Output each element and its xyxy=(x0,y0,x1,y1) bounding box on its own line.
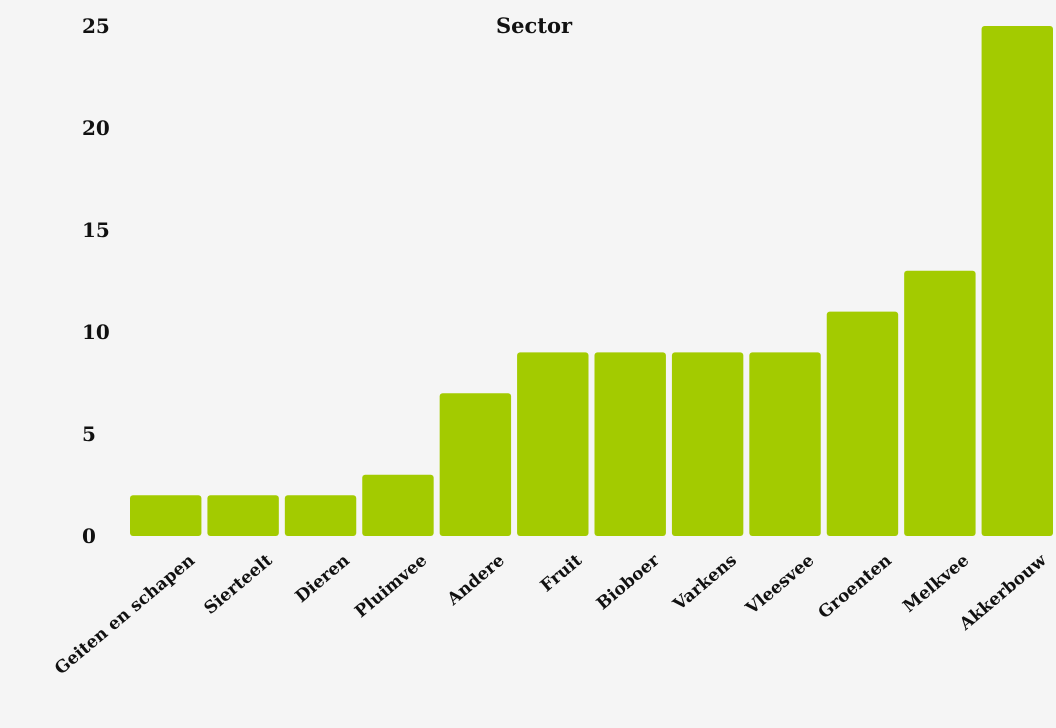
bar-andere xyxy=(439,393,512,536)
bar-geiten-en-schapen xyxy=(130,495,202,536)
x-tick-label: Sierteelt xyxy=(200,550,276,618)
y-tick-label: 10 xyxy=(82,320,110,344)
bar-melkvee xyxy=(904,270,976,536)
x-tick-label: Vleesvee xyxy=(742,550,819,619)
x-tick-label: Pluimvee xyxy=(351,550,431,622)
bars xyxy=(130,26,1053,536)
x-tick-label: Groenten xyxy=(815,551,896,624)
x-tick-label: Melkvee xyxy=(899,550,973,616)
y-tick-label: 20 xyxy=(82,116,110,140)
bar-vleesvee xyxy=(749,352,821,536)
bar-groenten xyxy=(826,311,899,536)
y-tick-label: 15 xyxy=(82,218,110,242)
y-axis: 0 5 10 15 20 25 xyxy=(82,14,110,548)
x-axis: Geiten en schapen Sierteelt DierenPluimvee… xyxy=(51,550,1051,679)
bar-bioboer xyxy=(594,352,666,536)
bar-fruit xyxy=(517,352,589,536)
x-tick-label: Fruit xyxy=(537,550,586,596)
bar-pluimvee xyxy=(362,474,434,536)
y-tick-label: 5 xyxy=(82,422,96,446)
y-tick-label: 25 xyxy=(82,14,110,38)
x-tick-label: Varkens xyxy=(669,551,741,616)
y-tick-label: 0 xyxy=(82,524,96,548)
x-tick-label: Andere xyxy=(443,550,509,610)
x-tick-label: Geiten en schapen xyxy=(51,551,199,680)
bar-dieren xyxy=(284,495,357,536)
x-tick-label: Dieren xyxy=(292,551,354,608)
bar-varkens xyxy=(671,352,744,536)
bar-sierteelt xyxy=(207,495,279,536)
x-tick-label: Bioboer xyxy=(593,550,664,614)
bar-akkerbouw xyxy=(981,26,1053,536)
chart-title: Sector xyxy=(496,13,573,38)
